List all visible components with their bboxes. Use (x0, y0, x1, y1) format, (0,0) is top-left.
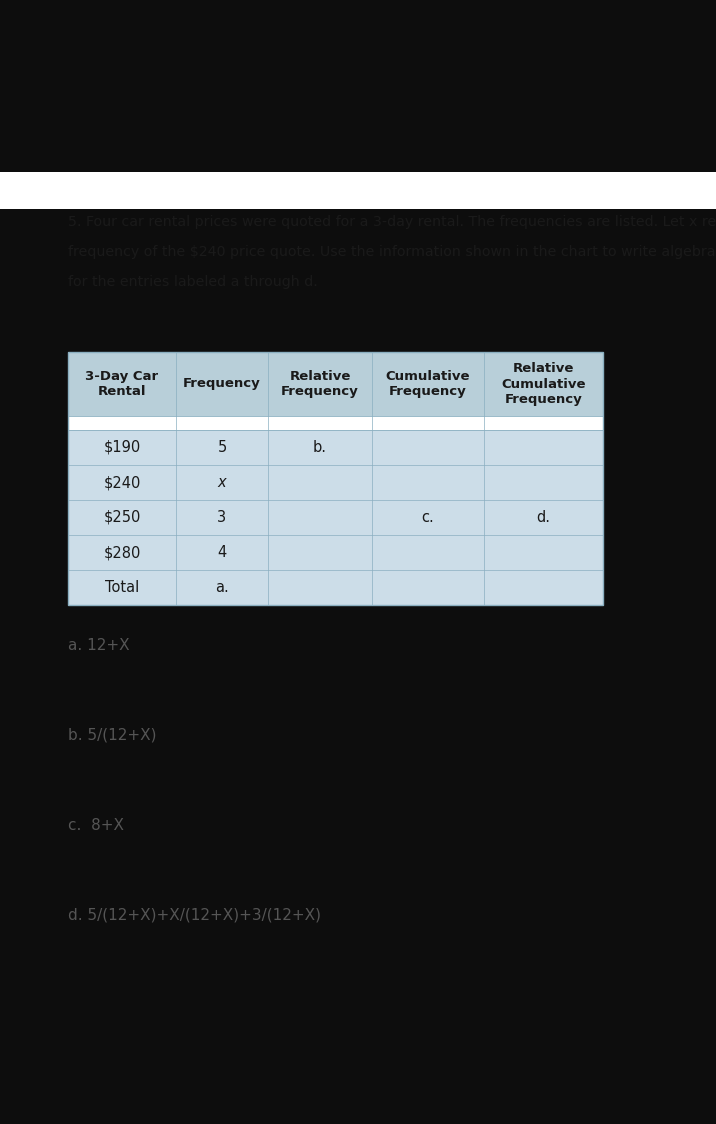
Bar (176, 500, 268, 535)
Bar (176, 430, 268, 465)
Text: Frequency: Frequency (183, 378, 261, 390)
Bar (68, 500, 176, 535)
Text: $190: $190 (103, 439, 140, 455)
Text: x: x (218, 475, 226, 490)
Bar (268, 465, 372, 500)
Bar (68, 430, 176, 465)
Bar (176, 352, 268, 416)
Text: c.: c. (422, 510, 435, 525)
Text: b. 5/(12+X): b. 5/(12+X) (68, 728, 157, 743)
Bar (484, 465, 603, 500)
Text: Cumulative
Frequency: Cumulative Frequency (386, 370, 470, 398)
Text: d.: d. (536, 510, 551, 525)
Bar (372, 570, 484, 605)
Bar (268, 535, 372, 570)
Bar (176, 465, 268, 500)
Text: a.: a. (215, 580, 229, 595)
Text: 5: 5 (218, 439, 227, 455)
Bar (484, 535, 603, 570)
Text: c.  8+X: c. 8+X (68, 818, 124, 833)
Text: Relative
Cumulative
Frequency: Relative Cumulative Frequency (501, 363, 586, 406)
Bar (372, 535, 484, 570)
Bar (0, 209, 716, 1124)
Text: $250: $250 (103, 510, 140, 525)
Bar (372, 430, 484, 465)
Bar (68, 570, 176, 605)
Bar (484, 430, 603, 465)
Text: a. 12+X: a. 12+X (68, 638, 130, 653)
Text: frequency of the $240 price quote. Use the information shown in the chart to wri: frequency of the $240 price quote. Use t… (68, 245, 716, 259)
Bar (68, 535, 176, 570)
Text: Relative
Frequency: Relative Frequency (281, 370, 359, 398)
Text: b.: b. (313, 439, 327, 455)
Bar (484, 352, 603, 416)
Text: d. 5/(12+X)+X/(12+X)+3/(12+X): d. 5/(12+X)+X/(12+X)+3/(12+X) (68, 908, 321, 923)
Bar (68, 352, 603, 605)
Bar (372, 465, 484, 500)
Text: 4: 4 (218, 545, 227, 560)
Text: $280: $280 (103, 545, 140, 560)
Bar (268, 430, 372, 465)
Text: 3: 3 (218, 510, 226, 525)
Bar (68, 465, 176, 500)
Text: for the entries labeled a through d.: for the entries labeled a through d. (68, 275, 318, 289)
Bar (484, 570, 603, 605)
Bar (68, 352, 176, 416)
Bar (176, 535, 268, 570)
Bar (372, 352, 484, 416)
Text: Total: Total (105, 580, 139, 595)
Text: $240: $240 (103, 475, 140, 490)
Bar (484, 500, 603, 535)
Bar (268, 570, 372, 605)
Bar (0, 0, 716, 172)
Bar (176, 570, 268, 605)
Text: 5. Four car rental prices were quoted for a 3-day rental. The frequencies are li: 5. Four car rental prices were quoted fo… (68, 215, 716, 229)
Bar (268, 352, 372, 416)
Bar (268, 500, 372, 535)
Text: 3-Day Car
Rental: 3-Day Car Rental (85, 370, 158, 398)
Bar (372, 500, 484, 535)
Bar (68, 416, 603, 430)
